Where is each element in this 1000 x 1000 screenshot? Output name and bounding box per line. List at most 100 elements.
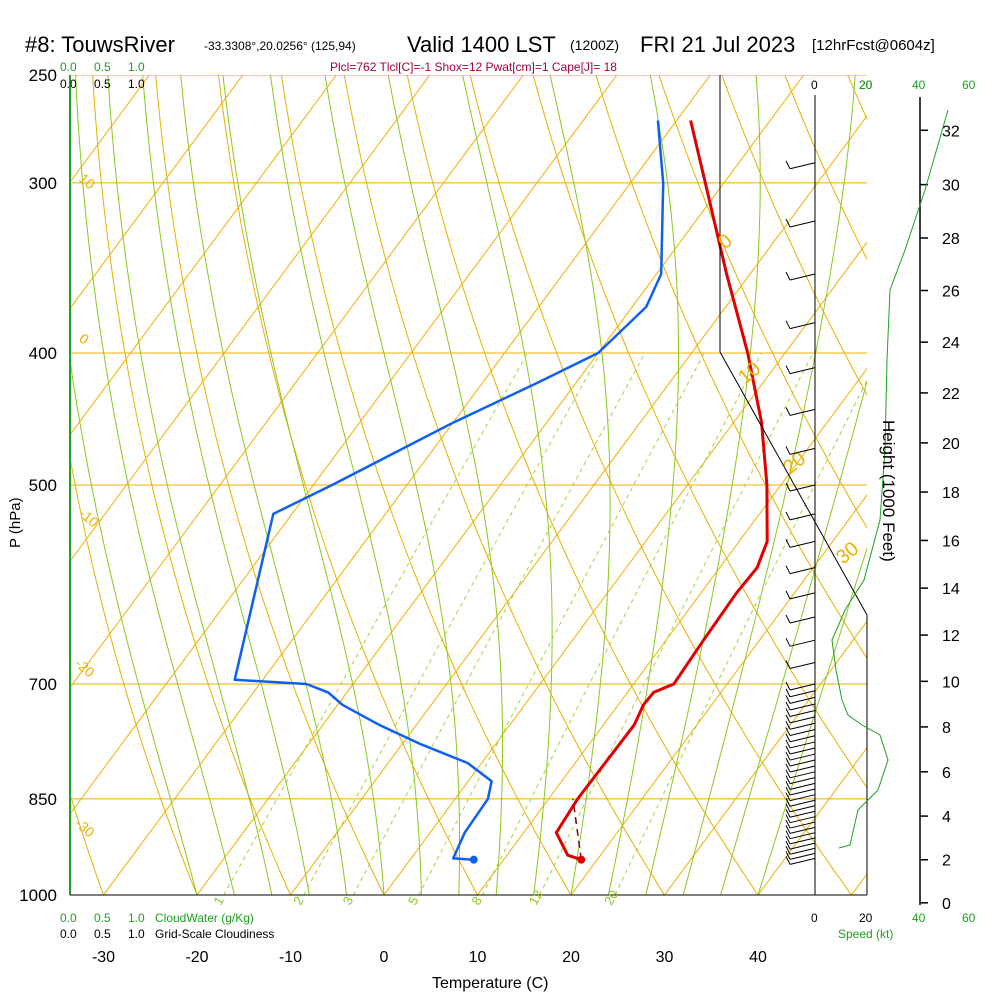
wind-barb-flag [785,856,791,865]
pressure-tick-label: 300 [29,174,57,193]
wind-barb-flag [785,688,791,697]
temperature-tick-label: 30 [656,949,674,966]
speed-tick-top: 20 [859,78,873,92]
cloudwater-tick-bottom: 1.0 [128,911,145,925]
speed-tick-bottom: 20 [859,911,873,925]
isotherm-line [70,75,244,310]
wind-barb [785,565,816,575]
wind-barb [785,482,816,492]
cloudwater-label: CloudWater (g/Kg) [155,911,254,925]
temperature-tick-label: 10 [469,949,487,966]
wind-barb [785,825,816,834]
wind-barb [785,751,816,761]
wind-barb-flag [785,830,791,839]
isotherm-line [70,75,618,815]
wind-barb-staff [789,662,816,669]
mixing-ratio-label: 12 [526,888,546,908]
location-text: -33.3308°,20.0256° (125,94) [204,39,356,53]
dry-adiabat-line [595,75,867,660]
wind-barb [785,803,816,813]
frame [69,75,921,905]
pressure-tick-label: 250 [29,66,57,85]
wind-barb-flag [785,701,791,711]
wind-barb-flag [785,365,791,374]
height-axis-title: Height (1000 Feet) [879,420,898,562]
wind-barb [785,775,816,785]
wind-barb-staff [789,709,816,717]
isotherm-line [290,115,867,895]
cloudiness-tick-top: 0.0 [60,77,77,91]
station-title: #8: TouwsRiver [25,32,175,57]
wind-barb-flag [785,714,791,724]
isotherm-line [757,746,867,895]
wind-barb-flag [785,846,791,855]
moist-adiabat-line [269,75,422,895]
height-tick-label: 12 [942,628,960,645]
wind-barb-staff [789,616,816,624]
wind-barb-staff [789,771,816,779]
height-tick-label: 14 [942,581,960,598]
isotherm-line [70,75,337,436]
moist-adiabat-line [462,75,553,895]
height-tick-label: 16 [942,533,960,550]
height-tick-label: 10 [942,674,960,691]
height-tick-label: 30 [942,178,960,195]
params-text: Plcl=762 Tlcl[C]=-1 Shox=12 Pwat[cm]=1 C… [330,60,617,74]
wind-barb-flag [785,733,791,742]
dry-adiabat-line [532,75,867,789]
wind-barb [785,590,816,600]
wind-barb-staff [789,696,816,704]
wind-barb [785,814,816,824]
cloudiness-tick-top: 0.5 [94,77,111,91]
dry-adiabat-line [406,75,759,895]
temperature-tick-label: 0 [380,949,389,966]
wind-barb [785,856,816,865]
isotherm-line [70,75,524,689]
wind-barb-flag [785,721,791,730]
profiles [233,120,769,864]
wind-barb-flag [785,590,791,600]
cloudiness-tick-bottom: 0.0 [60,927,77,941]
wind-barb-flag [785,751,791,761]
moist-adiabat-line [222,75,385,895]
wind-barb-staff [789,447,816,455]
pressure-tick-label: 850 [29,790,57,809]
wind-barb-staff [789,484,816,492]
wind-barb-flag [785,792,791,801]
moist-adiabat-line [75,75,235,895]
wind-barb [785,511,816,521]
mixing-ratio-line [614,379,867,895]
wind-barb [785,798,816,807]
wind-barb [785,614,816,624]
cloudiness-label: Grid-Scale Cloudiness [155,927,274,941]
wind-barb-staff [789,832,816,840]
speed-tick-bottom: 60 [962,911,976,925]
isotherm-label: -30 [72,815,98,840]
wind-barb [785,792,816,802]
mixing-ratio-label: 1 [210,894,227,908]
isotherm-line [103,75,711,895]
wind-barb-staff [789,799,816,807]
wind-barb [785,769,816,779]
isotherm-label: 0 [714,230,737,254]
wind-barb-flag [785,769,791,779]
wind-barb-staff [789,322,816,330]
wind-barb-staff [789,703,816,711]
wind-barb-staff [789,842,816,850]
pressure-tick-label: 1000 [19,886,57,905]
wind-barb [785,745,816,755]
cloudwater-tick-top: 1.0 [128,60,145,74]
moist-adiabat-line [645,75,761,895]
dry-adiabat-line [218,75,478,895]
cloudiness-tick-bottom: 1.0 [128,927,145,941]
wind-barb [785,708,816,717]
mixing-ratio-line [418,352,705,895]
wind-barb-staff [789,567,816,575]
wind-barb [785,446,816,455]
speed-label: Speed (kt) [838,927,893,941]
x-axis-title: Temperature (C) [432,975,548,992]
wind-barb-staff [789,810,816,818]
wind-barb-staff [789,592,816,600]
height-tick-label: 28 [942,231,960,248]
